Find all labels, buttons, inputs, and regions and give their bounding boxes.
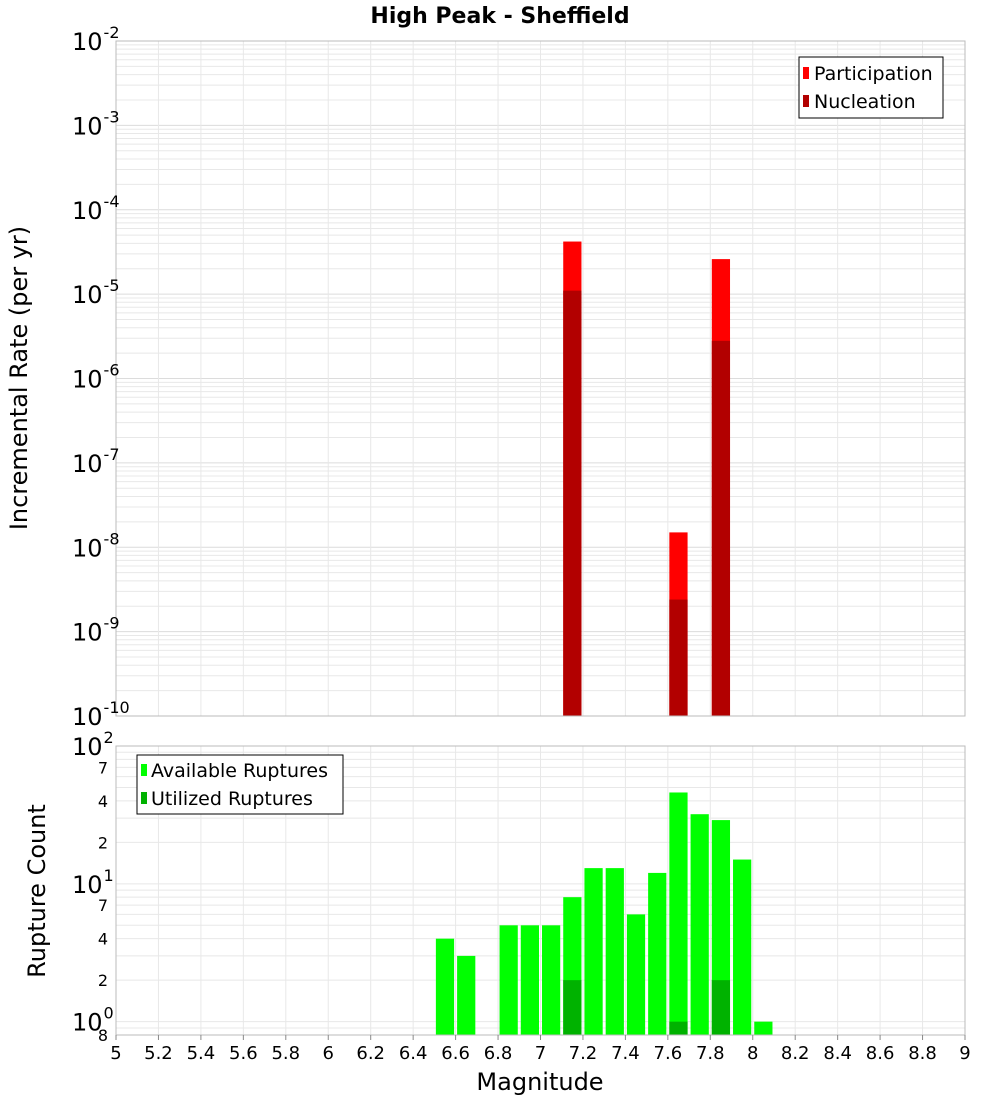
x-tick-label: 9 [959,1043,970,1064]
x-tick-label: 5.6 [229,1043,258,1064]
x-tick-label: 7.6 [654,1043,683,1064]
count-y-minor-tick-label: 2 [98,971,108,990]
x-tick-label: 8.6 [866,1043,895,1064]
utilized-ruptures-bar [669,1021,688,1035]
x-axis-label: Magnitude [476,1068,603,1096]
rate-panel-legend: Participation Nucleation [798,56,944,119]
legend-label-utilized: Utilized Ruptures [151,788,313,810]
x-tick-label: 8.2 [781,1043,810,1064]
legend-label-nucleation: Nucleation [814,91,916,113]
legend-label-participation: Participation [814,63,933,85]
available-ruptures-bar [435,938,455,1035]
count-y-minor-tick-label: 7 [98,896,108,915]
count-y-minor-tick-label: 7 [98,758,108,777]
legend-label-available: Available Ruptures [151,760,328,782]
rate-y-tick-label: 10 [72,197,103,225]
x-tick-label: 8.8 [908,1043,937,1064]
rate-y-tick-label: 10 [72,703,103,731]
rate-panel-y-axis-label: Incremental Rate (per yr) [5,226,33,530]
legend-swatch-participation [803,67,809,79]
rate-panel-bars [563,241,731,717]
rate-y-tick-exponent: -9 [104,614,120,633]
rate-y-tick-label: 10 [72,28,103,56]
x-tick-label: 6.4 [399,1043,428,1064]
x-tick-label: 5.2 [144,1043,173,1064]
x-tick-label: 7.2 [569,1043,598,1064]
x-tick-label: 8.4 [823,1043,852,1064]
utilized-ruptures-bar [711,980,731,1035]
rate-y-tick-label: 10 [72,450,103,478]
count-y-tick-label: 10 [72,733,103,761]
rate-y-tick-label: 10 [72,534,103,562]
x-tick-label: 6.6 [441,1043,470,1064]
available-ruptures-bar [584,868,603,1035]
rate-y-tick-exponent: -4 [104,192,120,211]
count-y-minor-tick-label: 4 [98,792,108,811]
x-tick-label: 7.8 [696,1043,725,1064]
x-tick-label: 6.8 [484,1043,513,1064]
rate-panel-grid [115,41,966,717]
count-panel-bars [435,792,773,1035]
x-tick-label: 5.8 [271,1043,300,1064]
available-ruptures-bar [690,814,709,1035]
rate-y-tick-label: 10 [72,366,103,394]
utilized-ruptures-bar [563,980,582,1035]
count-y-tick-exponent: 1 [104,866,114,885]
available-ruptures-bar [542,925,561,1035]
rate-panel-frame [115,40,966,717]
rate-y-tick-exponent: -7 [104,445,120,464]
count-y-minor-tick-label: 8 [98,1026,108,1045]
available-ruptures-bar [499,925,518,1035]
nucleation-bar [563,290,582,716]
available-ruptures-bar [605,868,624,1035]
legend-box [136,754,344,815]
rate-y-tick-label: 10 [72,281,103,309]
x-tick-label: 5 [110,1043,121,1064]
count-panel-y-axis-label: Rupture Count [23,804,51,978]
x-tick-label: 5.4 [187,1043,216,1064]
available-ruptures-bar [520,925,539,1035]
x-tick-label: 7 [535,1043,546,1064]
count-y-tick-exponent: 0 [104,1004,114,1023]
available-ruptures-bar [626,914,646,1035]
rate-y-tick-label: 10 [72,619,103,647]
available-ruptures-bar [457,955,476,1035]
rate-y-tick-exponent: -5 [104,276,120,295]
rate-y-tick-exponent: -3 [104,107,120,126]
x-tick-label: 6.2 [356,1043,385,1064]
count-y-tick-label: 10 [72,1009,103,1037]
available-ruptures-bar [669,792,688,1035]
count-y-minor-tick-label: 4 [98,930,108,949]
legend-swatch-available [141,764,147,776]
count-panel-legend: Available Ruptures Utilized Ruptures [136,754,344,815]
available-ruptures-bar [648,872,667,1035]
available-ruptures-bar [754,1021,773,1035]
rate-y-tick-exponent: -8 [104,529,120,548]
x-tick-label: 7.4 [611,1043,640,1064]
x-tick-label: 6 [323,1043,334,1064]
nucleation-bar [711,340,731,716]
count-y-tick-label: 10 [72,871,103,899]
legend-swatch-nucleation [803,95,809,107]
legend-box [798,56,944,119]
rate-y-tick-exponent: -10 [104,698,130,717]
rate-y-tick-exponent: -2 [104,23,120,42]
x-axis-ticks: 5 5.2 5.4 5.6 5.8 6 6.2 6.4 6.6 6.8 7 7.2 7.4 7.6 7.8 8… [110,1035,971,1064]
count-y-tick-exponent: 2 [104,728,114,747]
rate-y-tick-exponent: -6 [104,361,120,380]
rate-y-tick-label: 10 [72,112,103,140]
count-y-minor-tick-label: 2 [98,833,108,852]
legend-swatch-utilized [141,792,147,804]
x-tick-label: 8 [747,1043,758,1064]
available-ruptures-bar [733,859,752,1035]
nucleation-bar [669,599,688,716]
chart-title: High Peak - Sheffield [370,4,629,29]
